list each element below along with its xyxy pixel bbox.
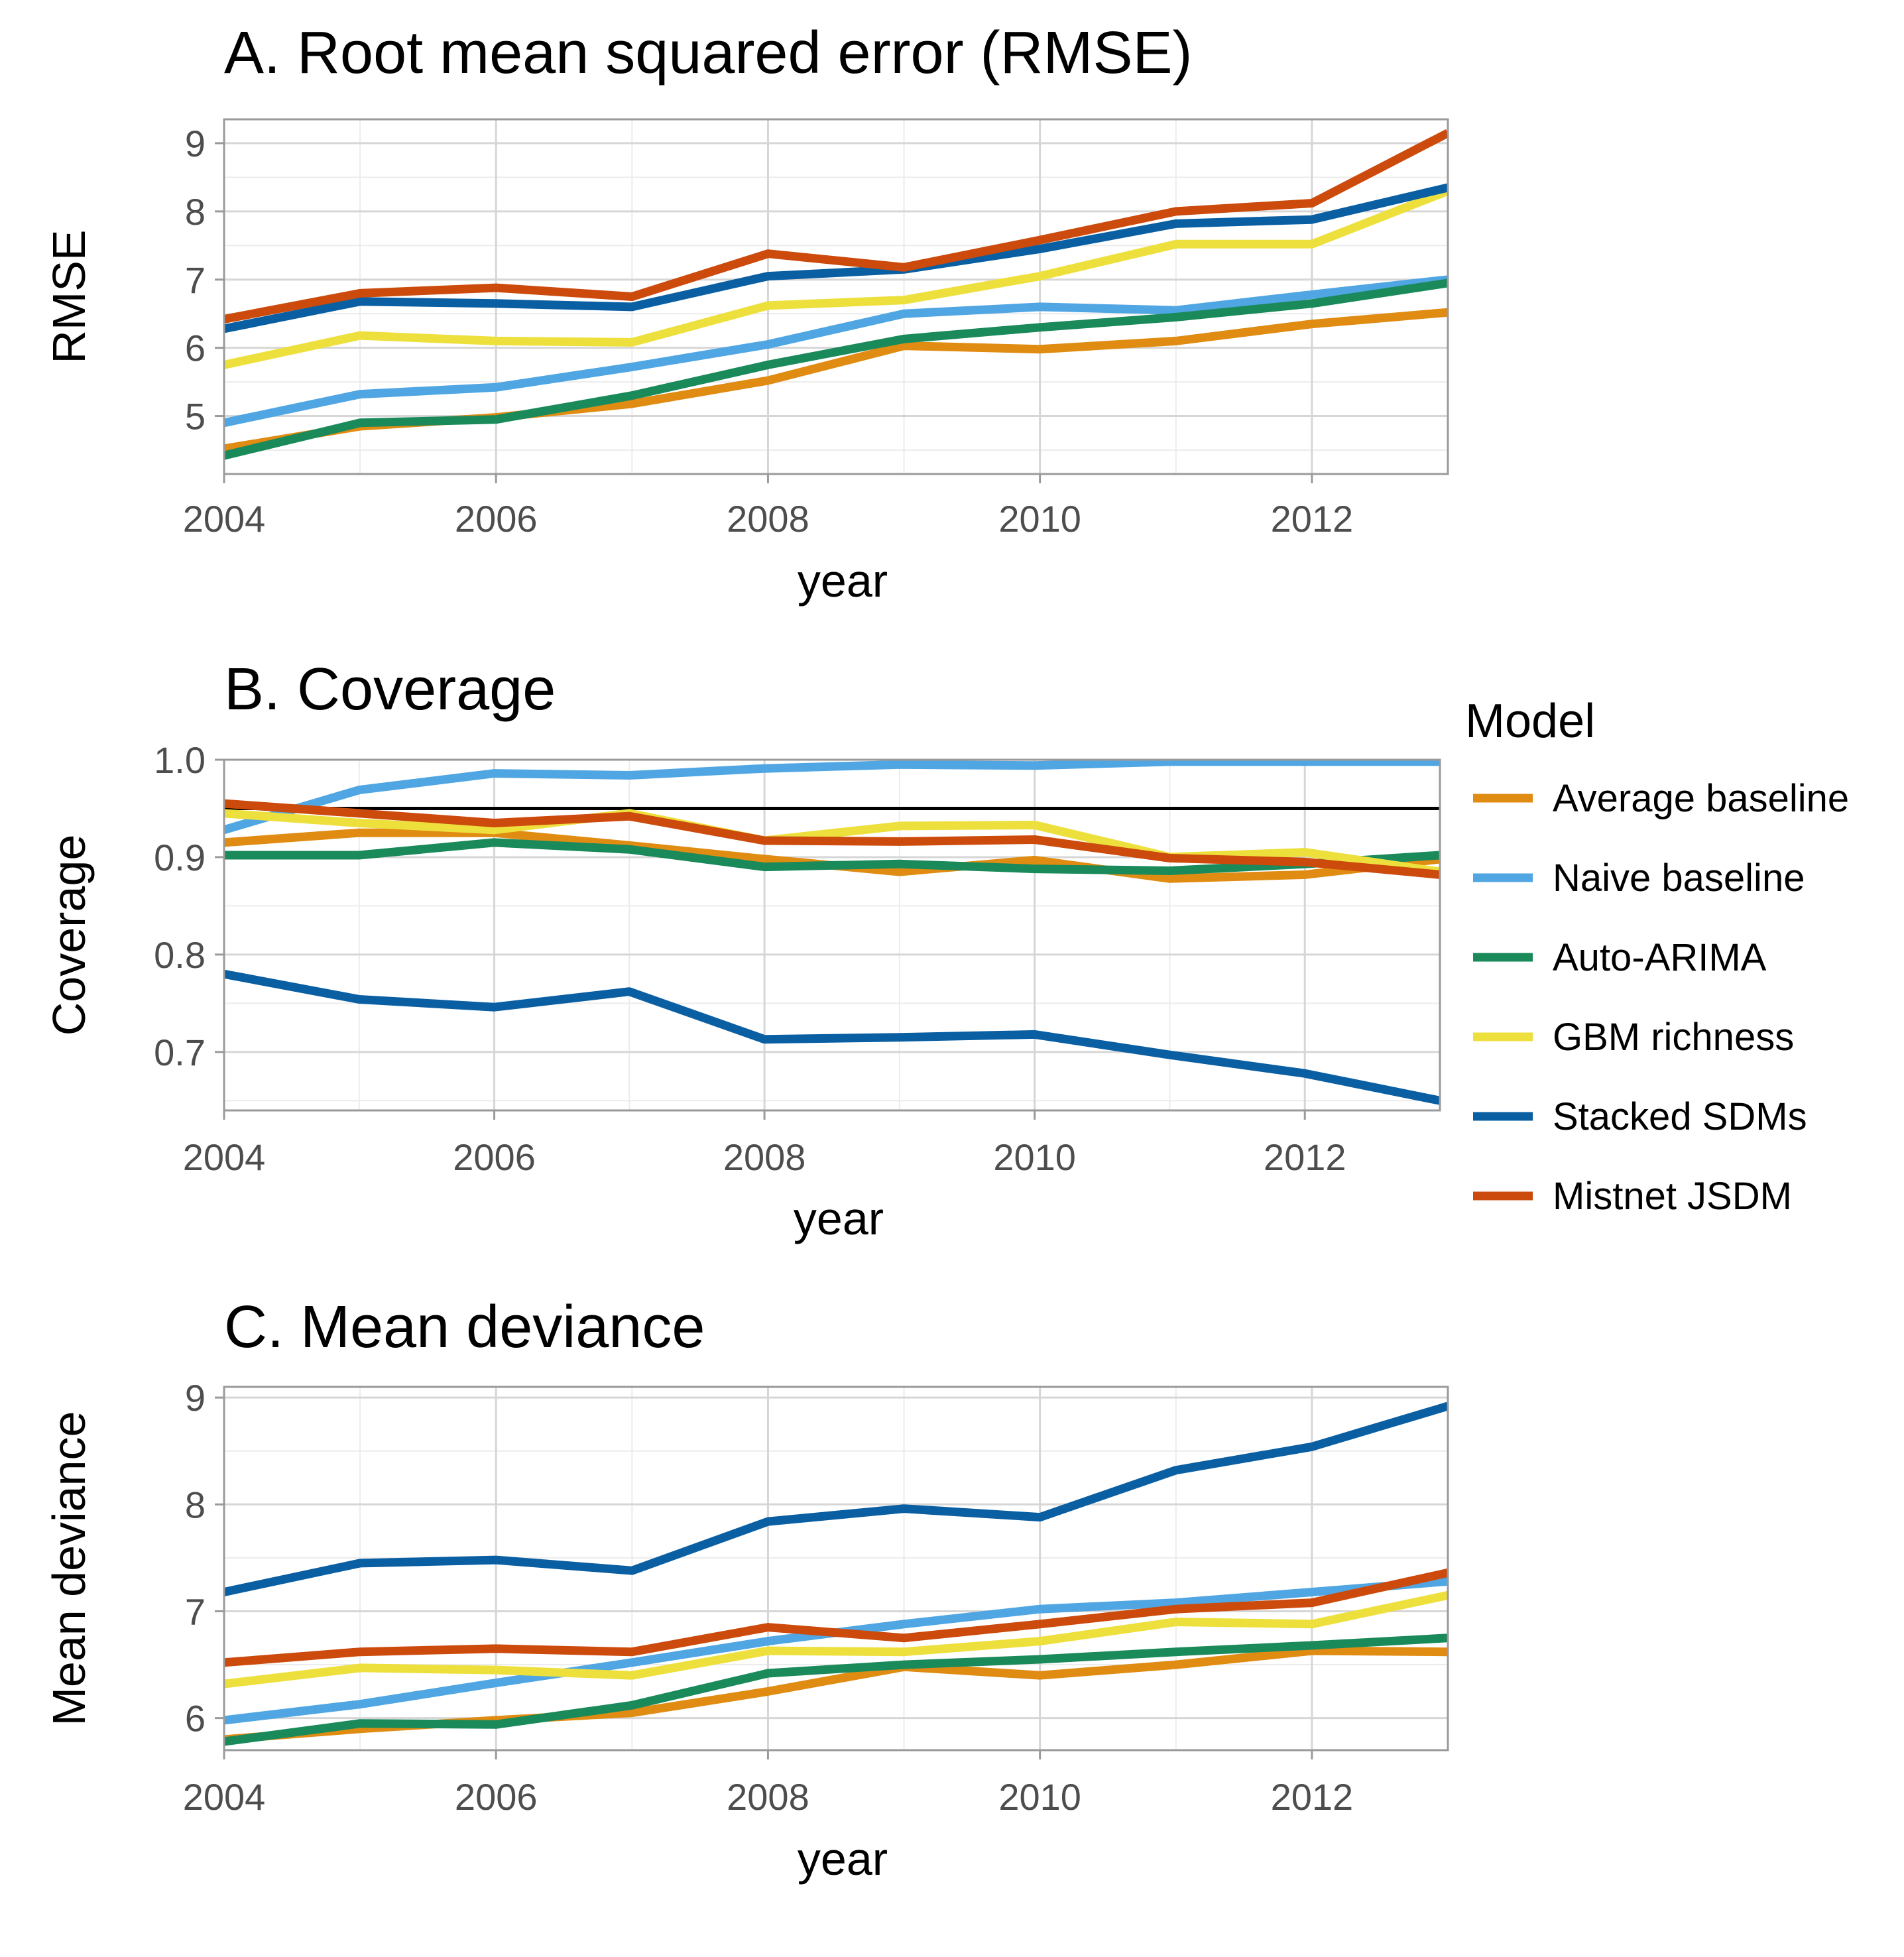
series-line-gbm-richness bbox=[224, 809, 1440, 876]
x-tick-label: 2004 bbox=[183, 498, 266, 540]
y-tick-label: 7 bbox=[185, 1590, 206, 1632]
series-line-mistnet-jsdm bbox=[224, 1569, 1448, 1667]
x-tick-label: 2008 bbox=[727, 1776, 809, 1818]
panel-title: C. Mean deviance bbox=[224, 1294, 705, 1360]
series-group bbox=[224, 129, 1448, 460]
series-line-stacked-sdms bbox=[224, 969, 1440, 1105]
y-tick-label: 8 bbox=[185, 191, 206, 233]
x-tick-label: 2004 bbox=[183, 1776, 266, 1818]
y-tick-label: 9 bbox=[185, 1377, 206, 1419]
x-tick-label: 2006 bbox=[453, 1136, 536, 1178]
panel-title: B. Coverage bbox=[224, 656, 556, 723]
y-tick-label: 6 bbox=[185, 1698, 206, 1740]
legend-item: Stacked SDMs bbox=[1473, 1095, 1807, 1138]
series-line-auto-arima bbox=[224, 278, 1448, 460]
series-line-mistnet-jsdm bbox=[224, 129, 1448, 324]
x-tick-label: 2006 bbox=[455, 498, 538, 540]
series-line-stacked-sdms bbox=[224, 1401, 1448, 1596]
series-line-auto-arima bbox=[224, 838, 1440, 875]
legend-label: Stacked SDMs bbox=[1553, 1095, 1807, 1138]
x-tick-label: 2012 bbox=[1271, 498, 1354, 540]
x-tick-label: 2010 bbox=[998, 1776, 1081, 1818]
y-tick-label: 5 bbox=[185, 396, 206, 438]
series-line-auto-arima bbox=[224, 1633, 1448, 1746]
legend-item: Average baseline bbox=[1473, 777, 1849, 820]
series-group bbox=[224, 760, 1440, 1105]
series-line-naive-baseline bbox=[224, 760, 1440, 835]
plot-frame bbox=[223, 1386, 1449, 1751]
series-line-gbm-richness bbox=[224, 186, 1448, 369]
x-tick-label: 2006 bbox=[455, 1776, 538, 1818]
panel-coverage: B. Coverage 0.7 0.8 0.9 1.0 2004 2006 2008 2010 2… bbox=[43, 656, 1441, 1244]
panel-title: A. Root mean squared error (RMSE) bbox=[224, 20, 1193, 86]
legend-item: GBM richness bbox=[1473, 1016, 1794, 1059]
series-group bbox=[224, 1401, 1448, 1746]
x-axis-title: year bbox=[794, 1193, 884, 1244]
plot-frame bbox=[223, 758, 1441, 1112]
y-tick-label: 0.7 bbox=[154, 1032, 206, 1073]
x-tick-label: 2012 bbox=[1264, 1136, 1346, 1178]
legend-item: Auto-ARIMA bbox=[1473, 936, 1767, 979]
legend-item: Mistnet JSDM bbox=[1473, 1175, 1792, 1218]
x-tick-label: 2008 bbox=[723, 1136, 806, 1178]
legend-title: Model bbox=[1465, 695, 1595, 748]
x-tick-label: 2010 bbox=[993, 1136, 1076, 1178]
y-tick-label: 6 bbox=[185, 327, 206, 369]
legend-label: Mistnet JSDM bbox=[1553, 1175, 1792, 1218]
y-axis-title: Coverage bbox=[43, 835, 95, 1036]
series-line-naive-baseline bbox=[224, 275, 1448, 428]
series-line-stacked-sdms bbox=[224, 183, 1448, 333]
legend-items: Average baseline Naive baseline Auto-ARIMA… bbox=[1473, 777, 1849, 1218]
x-tick-label: 2010 bbox=[998, 498, 1081, 540]
panel-rmse: A. Root mean squared error (RMSE) 5 6 7 8 9 20… bbox=[43, 20, 1449, 607]
legend-label: Auto-ARIMA bbox=[1553, 936, 1767, 979]
y-tick-label: 8 bbox=[185, 1484, 206, 1525]
y-tick-label: 1.0 bbox=[154, 739, 206, 781]
x-tick-label: 2008 bbox=[727, 498, 809, 540]
series-line-mistnet-jsdm bbox=[224, 799, 1440, 879]
legend: Model Average baseline Naive baseline Auto… bbox=[1465, 695, 1849, 1218]
panel-mean-deviance: C. Mean deviance 6 7 8 9 2004 2006 2008 2010 2012… bbox=[43, 1294, 1449, 1885]
y-tick-label: 0.9 bbox=[154, 837, 206, 878]
x-axis-title: year bbox=[798, 1833, 888, 1885]
series-line-gbm-richness bbox=[224, 1590, 1448, 1689]
x-axis-title: year bbox=[798, 555, 888, 607]
legend-label: Average baseline bbox=[1553, 777, 1849, 820]
y-tick-label: 0.8 bbox=[154, 934, 206, 976]
legend-label: GBM richness bbox=[1553, 1016, 1794, 1059]
plot-frame bbox=[223, 118, 1449, 475]
legend-label: Naive baseline bbox=[1553, 857, 1805, 900]
x-tick-label: 2004 bbox=[183, 1136, 266, 1178]
y-tick-label: 7 bbox=[185, 259, 206, 301]
legend-item: Naive baseline bbox=[1473, 857, 1805, 900]
x-tick-label: 2012 bbox=[1271, 1776, 1354, 1818]
y-axis-title: Mean deviance bbox=[43, 1411, 95, 1726]
y-axis-title: RMSE bbox=[43, 229, 95, 363]
y-tick-label: 9 bbox=[185, 123, 206, 164]
